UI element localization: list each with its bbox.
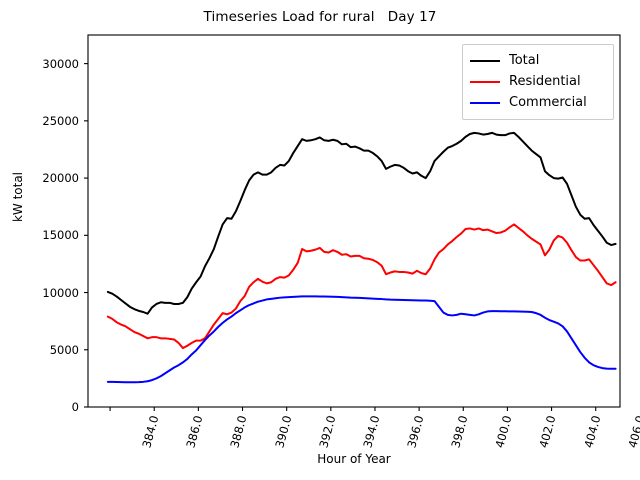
legend-swatch-commercial — [470, 101, 500, 104]
chart-legend: Total Residential Commercial — [462, 44, 614, 120]
legend-item-total[interactable]: Total — [470, 50, 607, 71]
y-tick-label: 15000 — [42, 228, 79, 243]
axes-frame — [87, 34, 621, 408]
chart-title: Timeseries Load for rural Day 17 — [203, 9, 437, 25]
y-tick-label: 0 — [71, 400, 79, 414]
legend-item-residential[interactable]: Residential — [470, 71, 607, 92]
legend-label-total: Total — [509, 53, 540, 68]
y-tick-label: 5000 — [49, 342, 79, 357]
legend-label-commercial: Commercial — [509, 95, 587, 110]
legend-swatch-total — [470, 59, 500, 62]
axis-ticks — [84, 63, 597, 411]
y-tick-label: 30000 — [42, 56, 79, 71]
x-axis-label: Hour of Year — [317, 452, 391, 466]
y-tick-label: 10000 — [42, 285, 79, 300]
y-tick-label: 20000 — [42, 171, 79, 186]
legend-label-residential: Residential — [509, 74, 581, 89]
y-tick-label: 25000 — [42, 113, 79, 128]
legend-item-commercial[interactable]: Commercial — [470, 92, 607, 113]
series-line-residential — [106, 223, 617, 350]
y-axis-label: kW total — [11, 171, 25, 223]
data-series-group — [106, 131, 617, 384]
legend-swatch-residential — [470, 80, 500, 83]
series-line-total — [106, 131, 617, 315]
series-line-commercial — [106, 295, 617, 384]
